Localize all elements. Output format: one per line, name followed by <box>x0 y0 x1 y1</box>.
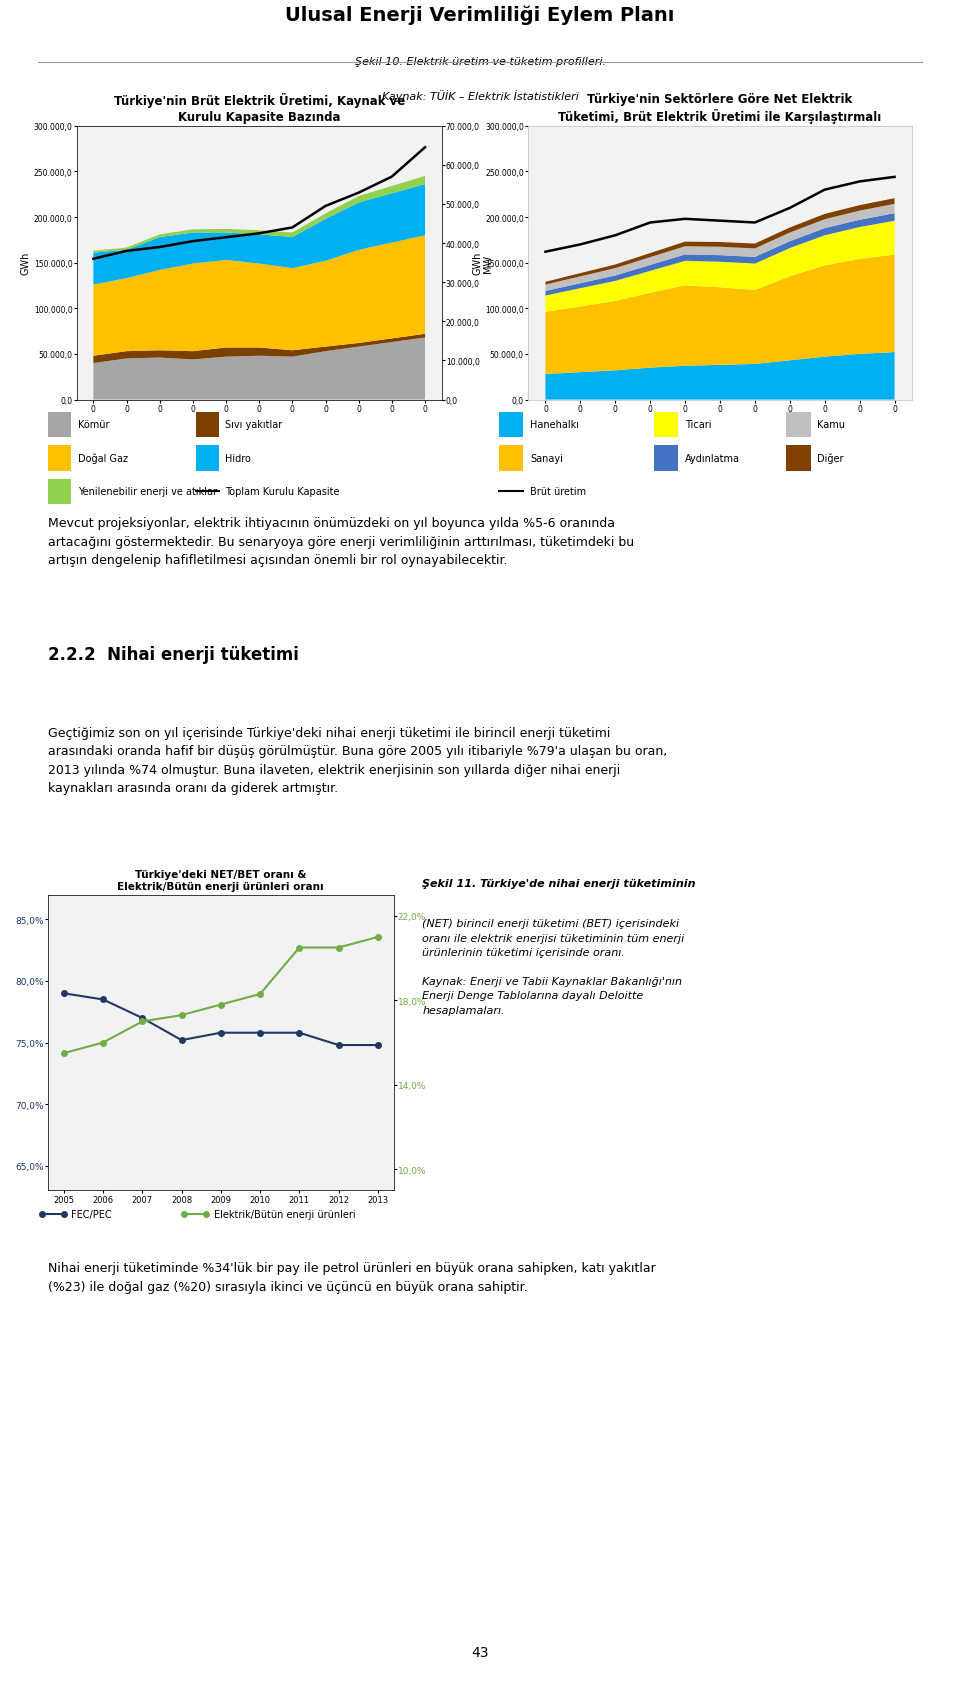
Bar <box>48 480 71 505</box>
Bar <box>196 412 219 437</box>
Text: Kaynak: TÜİK – Elektrik İstatistikleri: Kaynak: TÜİK – Elektrik İstatistikleri <box>381 90 579 101</box>
Text: Sıvı yakıtlar: Sıvı yakıtlar <box>226 421 282 431</box>
Text: Mevcut projeksiyonlar, elektrik ihtiyacının önümüzdeki on yıl boyunca yılda %5-6: Mevcut projeksiyonlar, elektrik ihtiyacı… <box>48 517 635 568</box>
Bar <box>499 446 523 471</box>
Bar <box>654 446 678 471</box>
Bar <box>48 412 71 437</box>
Text: Elektrik/Bütün enerji ürünleri: Elektrik/Bütün enerji ürünleri <box>213 1209 355 1219</box>
Text: Yenilenebilir enerji ve atıklar: Yenilenebilir enerji ve atıklar <box>78 486 217 497</box>
Bar <box>196 446 219 471</box>
Text: Hanehalkı: Hanehalkı <box>530 421 579 431</box>
Text: Doğal Gaz: Doğal Gaz <box>78 453 128 464</box>
Text: (NET) birincil enerji tüketimi (BET) içerisindeki
oranı ile elektrik enerjisi tü: (NET) birincil enerji tüketimi (BET) içe… <box>422 919 684 1015</box>
Text: Ticari: Ticari <box>684 421 711 431</box>
Title: Türkiye'deki NET/BET oranı &
Elektrik/Bütün enerji ürünleri oranı: Türkiye'deki NET/BET oranı & Elektrik/Bü… <box>117 870 324 892</box>
Text: Brüt üretim: Brüt üretim <box>530 486 587 497</box>
Text: Şekil 10. Elektrik üretim ve tüketim profilleri.: Şekil 10. Elektrik üretim ve tüketim pro… <box>354 57 606 68</box>
Y-axis label: GWh: GWh <box>21 252 31 275</box>
Text: Kömür: Kömür <box>78 421 109 431</box>
Bar <box>48 446 71 471</box>
Text: Ulusal Enerji Verimliliği Eylem Planı: Ulusal Enerji Verimliliği Eylem Planı <box>285 7 675 25</box>
Text: Sanayi: Sanayi <box>530 454 563 463</box>
Text: Toplam Kurulu Kapasite: Toplam Kurulu Kapasite <box>226 486 340 497</box>
Title: Türkiye'nin Sektörlere Göre Net Elektrik
Tüketimi, Brüt Elektrik Üretimi ile Kar: Türkiye'nin Sektörlere Göre Net Elektrik… <box>559 93 881 123</box>
Bar <box>654 412 678 437</box>
Bar <box>499 412 523 437</box>
Text: 2.2.2  Nihai enerji tüketimi: 2.2.2 Nihai enerji tüketimi <box>48 645 299 664</box>
Y-axis label: MW: MW <box>483 255 492 272</box>
Y-axis label: GWh: GWh <box>472 252 482 275</box>
Bar <box>786 446 810 471</box>
Text: Nihai enerji tüketiminde %34'lük bir pay ile petrol ürünleri en büyük orana sahi: Nihai enerji tüketiminde %34'lük bir pay… <box>48 1262 656 1294</box>
Text: FEC/PEC: FEC/PEC <box>71 1209 112 1219</box>
Bar <box>786 412 810 437</box>
Text: Kamu: Kamu <box>817 421 845 431</box>
Text: Diğer: Diğer <box>817 453 844 464</box>
Text: Şekil 11. Türkiye'de nihai enerji tüketiminin: Şekil 11. Türkiye'de nihai enerji tüketi… <box>422 878 696 888</box>
Text: 43: 43 <box>471 1645 489 1659</box>
Title: Türkiye'nin Brüt Elektrik Üretimi, Kaynak ve
Kurulu Kapasite Bazında: Türkiye'nin Brüt Elektrik Üretimi, Kayna… <box>113 93 405 123</box>
Text: Hidro: Hidro <box>226 454 252 463</box>
Text: Geçtiğimiz son on yıl içerisinde Türkiye'deki nihai enerji tüketimi ile birincil: Geçtiğimiz son on yıl içerisinde Türkiye… <box>48 726 667 796</box>
Text: Aydınlatma: Aydınlatma <box>684 454 739 463</box>
